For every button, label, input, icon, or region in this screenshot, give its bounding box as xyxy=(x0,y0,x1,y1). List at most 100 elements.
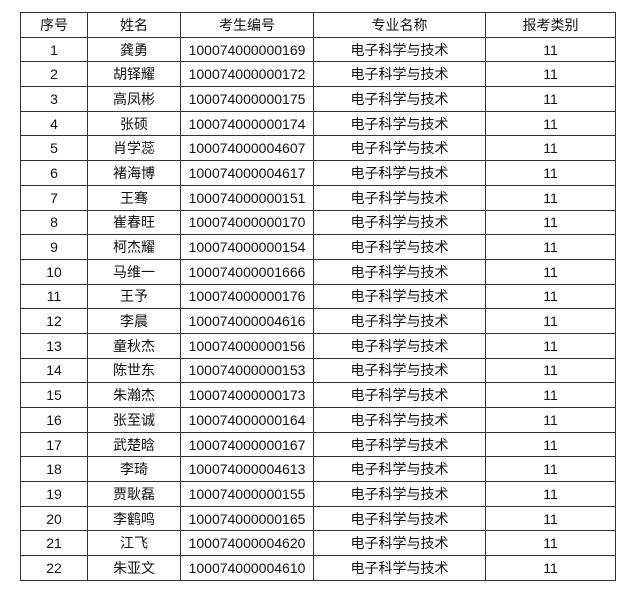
cell-category: 11 xyxy=(485,209,616,236)
cell-index: 11 xyxy=(20,283,88,310)
cell-major: 电子科学与技术 xyxy=(313,283,486,310)
cell-major: 电子科学与技术 xyxy=(313,308,486,334)
cell-candidate-id: 100074000004613 xyxy=(180,456,314,483)
cell-candidate-id: 100074000000154 xyxy=(180,234,314,260)
table-row: 20 李鹤鸣 100074000000165 电子科学与技术 11 xyxy=(20,505,616,532)
header-row: 序号 姓名 考生编号 专业名称 报考类别 xyxy=(20,12,616,38)
cell-name: 张硕 xyxy=(87,110,181,137)
cell-name: 柯杰耀 xyxy=(87,234,181,260)
cell-index: 14 xyxy=(20,357,88,384)
table-row: 10 马维一 100074000001666 电子科学与技术 11 xyxy=(20,258,616,285)
cell-candidate-id: 100074000000164 xyxy=(180,407,314,433)
cell-candidate-id: 100074000001666 xyxy=(180,258,314,285)
cell-index: 18 xyxy=(20,456,88,483)
cell-index: 5 xyxy=(20,135,88,162)
cell-category: 11 xyxy=(485,234,616,260)
table-row: 15 朱瀚杰 100074000000173 电子科学与技术 11 xyxy=(20,382,616,408)
cell-major: 电子科学与技术 xyxy=(313,555,486,581)
cell-candidate-id: 100074000004617 xyxy=(180,160,314,186)
cell-candidate-id: 100074000004610 xyxy=(180,555,314,581)
cell-major: 电子科学与技术 xyxy=(313,357,486,384)
cell-major: 电子科学与技术 xyxy=(313,505,486,532)
cell-major: 电子科学与技术 xyxy=(313,456,486,483)
table-row: 12 李晨 100074000004616 电子科学与技术 11 xyxy=(20,308,616,334)
cell-major: 电子科学与技术 xyxy=(313,258,486,285)
table-row: 6 褚海博 100074000004617 电子科学与技术 11 xyxy=(20,160,616,186)
cell-category: 11 xyxy=(485,36,616,63)
cell-index: 15 xyxy=(20,382,88,408)
cell-index: 17 xyxy=(20,431,88,458)
cell-name: 朱亚文 xyxy=(87,555,181,581)
cell-candidate-id: 100074000004607 xyxy=(180,135,314,162)
cell-category: 11 xyxy=(485,357,616,384)
cell-name: 李晨 xyxy=(87,308,181,334)
cell-major: 电子科学与技术 xyxy=(313,86,486,112)
cell-major: 电子科学与技术 xyxy=(313,209,486,236)
cell-index: 8 xyxy=(20,209,88,236)
cell-category: 11 xyxy=(485,481,616,507)
cell-candidate-id: 100074000004620 xyxy=(180,530,314,557)
cell-category: 11 xyxy=(485,407,616,433)
cell-index: 7 xyxy=(20,184,88,211)
cell-index: 6 xyxy=(20,160,88,186)
cell-category: 11 xyxy=(485,135,616,162)
cell-name: 陈世东 xyxy=(87,357,181,384)
table-row: 13 童秋杰 100074000000156 电子科学与技术 11 xyxy=(20,332,616,359)
cell-name: 龚勇 xyxy=(87,36,181,63)
cell-major: 电子科学与技术 xyxy=(313,61,486,88)
cell-index: 1 xyxy=(20,36,88,63)
header-category: 报考类别 xyxy=(485,12,616,38)
table-row: 21 江飞 100074000004620 电子科学与技术 11 xyxy=(20,530,616,557)
header-index: 序号 xyxy=(20,12,88,38)
cell-index: 2 xyxy=(20,61,88,88)
cell-category: 11 xyxy=(485,555,616,581)
cell-category: 11 xyxy=(485,86,616,112)
cell-major: 电子科学与技术 xyxy=(313,184,486,211)
cell-index: 9 xyxy=(20,234,88,260)
table-row: 8 崔春旺 100074000000170 电子科学与技术 11 xyxy=(20,209,616,236)
cell-index: 21 xyxy=(20,530,88,557)
cell-index: 20 xyxy=(20,505,88,532)
cell-index: 19 xyxy=(20,481,88,507)
cell-name: 崔春旺 xyxy=(87,209,181,236)
table-row: 1 龚勇 100074000000169 电子科学与技术 11 xyxy=(20,36,616,63)
cell-category: 11 xyxy=(485,308,616,334)
cell-category: 11 xyxy=(485,431,616,458)
cell-major: 电子科学与技术 xyxy=(313,382,486,408)
header-major: 专业名称 xyxy=(313,12,486,38)
cell-candidate-id: 100074000004616 xyxy=(180,308,314,334)
cell-major: 电子科学与技术 xyxy=(313,135,486,162)
cell-name: 褚海博 xyxy=(87,160,181,186)
cell-name: 王骞 xyxy=(87,184,181,211)
cell-category: 11 xyxy=(485,332,616,359)
cell-candidate-id: 100074000000167 xyxy=(180,431,314,458)
cell-name: 胡铎耀 xyxy=(87,61,181,88)
cell-category: 11 xyxy=(485,283,616,310)
cell-name: 马维一 xyxy=(87,258,181,285)
table-row: 22 朱亚文 100074000004610 电子科学与技术 11 xyxy=(20,555,616,581)
cell-name: 童秋杰 xyxy=(87,332,181,359)
cell-candidate-id: 100074000000175 xyxy=(180,86,314,112)
cell-candidate-id: 100074000000165 xyxy=(180,505,314,532)
cell-major: 电子科学与技术 xyxy=(313,481,486,507)
cell-category: 11 xyxy=(485,110,616,137)
header-candidate-id: 考生编号 xyxy=(180,12,314,38)
cell-category: 11 xyxy=(485,61,616,88)
cell-major: 电子科学与技术 xyxy=(313,110,486,137)
table-row: 2 胡铎耀 100074000000172 电子科学与技术 11 xyxy=(20,61,616,88)
cell-candidate-id: 100074000000156 xyxy=(180,332,314,359)
cell-name: 李鹤鸣 xyxy=(87,505,181,532)
cell-category: 11 xyxy=(485,382,616,408)
cell-index: 3 xyxy=(20,86,88,112)
cell-major: 电子科学与技术 xyxy=(313,407,486,433)
cell-category: 11 xyxy=(485,160,616,186)
table-row: 17 武楚晗 100074000000167 电子科学与技术 11 xyxy=(20,431,616,458)
cell-major: 电子科学与技术 xyxy=(313,160,486,186)
cell-major: 电子科学与技术 xyxy=(313,36,486,63)
cell-name: 肖学蕊 xyxy=(87,135,181,162)
cell-index: 22 xyxy=(20,555,88,581)
cell-index: 10 xyxy=(20,258,88,285)
cell-major: 电子科学与技术 xyxy=(313,530,486,557)
table-row: 14 陈世东 100074000000153 电子科学与技术 11 xyxy=(20,357,616,384)
cell-category: 11 xyxy=(485,530,616,557)
